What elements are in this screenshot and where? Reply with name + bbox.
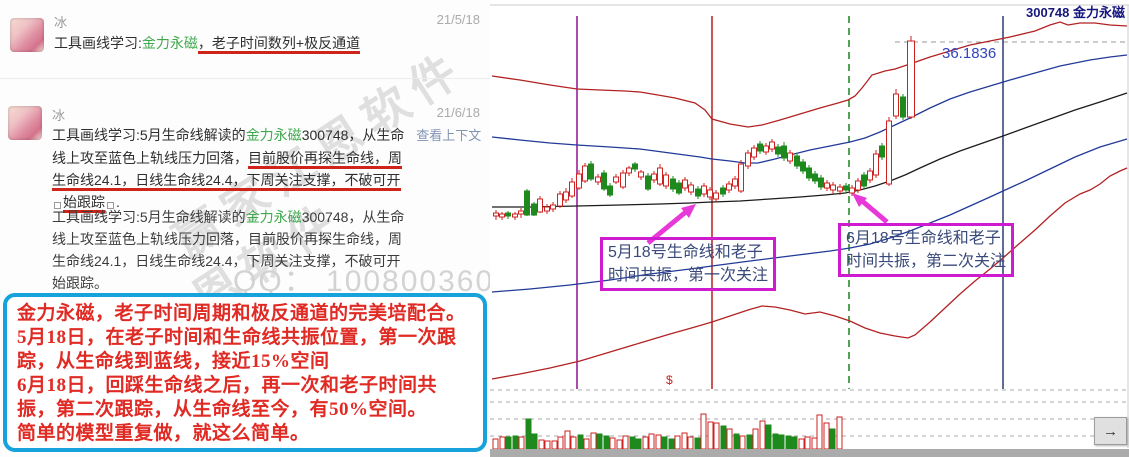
- chart-panel: 300748 金力永磁 36.1836 $ 5月18号生命线和老子 时间共振，第一次…: [490, 0, 1129, 457]
- annotation-handle[interactable]: [107, 202, 114, 209]
- message-text-plain: 工具画线学习:5月生命线解读的: [52, 127, 246, 143]
- annotation-text: 6月18号生命线和老子: [846, 230, 1001, 247]
- summary-annotation-box: 金力永磁，老子时间周期和极反通道的完美培配合。 5月18日，在老子时间和生命线共…: [3, 293, 487, 452]
- chart-frame: [490, 4, 1129, 448]
- lower-blue: [491, 138, 1128, 293]
- quote-line: 生命线24.1，日线生命线24.4，下周关注支撑，不破可开: [52, 253, 401, 269]
- avatar[interactable]: [10, 18, 44, 52]
- grid-lines: [490, 389, 1129, 437]
- summary-line: 简单的模型重复做，就这么简单。: [17, 423, 310, 444]
- scroll-right-button[interactable]: →: [1094, 417, 1127, 445]
- chat-panel: 赢家江恩软件 赢家江恩软件 QQ： 100800360 冰 21/5/18 工具…: [0, 0, 490, 457]
- upper-red: [491, 21, 1128, 128]
- annotation-text: 5月18号生命线和老子: [608, 244, 763, 261]
- sender-name: 冰: [54, 15, 68, 30]
- view-context-link[interactable]: 查看上下文: [416, 128, 482, 143]
- underlined-text: 生命线24.1，日线生命线24.4，下周关注支撑，不破可开: [52, 172, 401, 191]
- quote-line: 线上攻至蓝色上轨线压力回落，目前股价再探生命线，周: [52, 231, 402, 247]
- quote-line: 工具画线学习:5月生命线解读的金力永磁300748，从生命: [52, 206, 404, 228]
- quote-text: 工具画线学习:5月生命线解读的: [52, 209, 246, 225]
- message-text-plain: 工具画线学习:: [54, 35, 142, 51]
- underlined-text: 始跟踪: [63, 194, 105, 213]
- summary-line: 金力永磁，老子时间周期和极反通道的完美培配合。: [17, 303, 466, 324]
- message-timestamp: 21/5/18: [436, 12, 480, 27]
- chart-annotation-box-may18[interactable]: 5月18号生命线和老子 时间共振，第一次关注: [600, 237, 777, 291]
- channel-lines: [491, 21, 1128, 380]
- watermark-qq: QQ： 100800360: [233, 265, 490, 298]
- summary-line: 6月18日，回踩生命线之后，再一次和老子时间共振，第二次跟踪，从生命线至今，有5…: [17, 375, 438, 420]
- message-text-plain: 300748，从生命: [301, 127, 405, 143]
- quote-text: 300748，从生命: [301, 209, 405, 225]
- message-line: 始跟踪.: [52, 191, 482, 213]
- message-text: 工具画线学习:5月生命线解读的金力永磁300748，从生命 查看上下文 线上攻至…: [52, 124, 482, 213]
- upper-blue: [491, 54, 1128, 164]
- stock-name-link[interactable]: 金力永磁: [141, 35, 198, 51]
- annotation-text: 时间共振，第二次关注: [846, 253, 1007, 270]
- chart-text-labels: 300748 金力永磁 36.1836 $: [666, 5, 1125, 387]
- candlestick-chart[interactable]: 300748 金力永磁 36.1836 $: [490, 0, 1129, 457]
- message-text: 工具画线学习:金力永磁，老子时间数列+极反通道: [54, 32, 474, 54]
- message-text-plain: .: [116, 194, 120, 210]
- stock-name-link[interactable]: 金力永磁: [245, 127, 302, 143]
- dollar-marker: $: [666, 373, 673, 387]
- underlined-text: 目前股价再探生命线，周: [248, 150, 402, 169]
- annotation-handle[interactable]: [54, 202, 61, 209]
- message-divider: [0, 78, 490, 79]
- stock-name-link[interactable]: 金力永磁: [245, 209, 302, 225]
- message-line: 工具画线学习:5月生命线解读的金力永磁300748，从生命 查看上下文: [52, 124, 482, 147]
- quote-line: 始跟踪。: [52, 275, 108, 291]
- vertical-timing-lines: [576, 16, 1004, 389]
- message-timestamp: 21/6/18: [436, 105, 480, 120]
- message-line: 线上攻至蓝色上轨线压力回落，目前股价再探生命线，周: [52, 147, 482, 169]
- life-line: [492, 92, 1128, 208]
- message-text-plain: 线上攻至蓝色上轨线压力回落，: [52, 150, 248, 166]
- sender-name: 冰: [52, 108, 66, 123]
- candles-layer: [493, 36, 915, 220]
- annotation-text: 时间共振，第一次关注: [608, 267, 769, 284]
- lower-red: [491, 167, 1128, 380]
- message-line: 生命线24.1，日线生命线24.4，下周关注支撑，不破可开: [52, 169, 482, 191]
- last-price-label: 36.1836: [942, 45, 996, 62]
- ticker-label: 300748 金力永磁: [1026, 5, 1125, 20]
- quoted-message: 工具画线学习:5月生命线解读的金力永磁300748，从生命 线上攻至蓝色上轨线压…: [52, 206, 404, 294]
- horizontal-scrollbar[interactable]: [490, 449, 1129, 457]
- summary-line: 5月18日，在老子时间和生命线共振位置，第一次跟踪，从生命线到蓝线，接近15%空…: [17, 327, 457, 372]
- underlined-text: ，老子时间数列+极反通道: [197, 35, 361, 54]
- avatar[interactable]: [8, 106, 42, 140]
- chart-annotation-box-jun18[interactable]: 6月18号生命线和老子 时间共振，第二次关注: [838, 223, 1015, 277]
